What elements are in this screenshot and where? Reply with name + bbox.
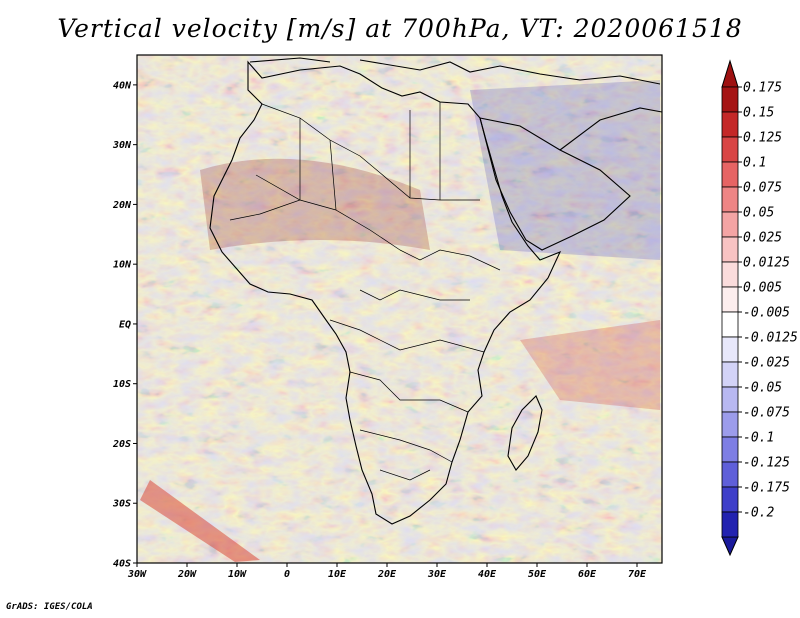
plot-frame [136,54,663,564]
colorbar-min-arrow [721,536,739,557]
colorbar-label: -0.05 [743,381,782,396]
colorbar-label: 0.0125 [743,256,790,271]
grads-credit: GrADS: IGES/COLA [6,602,93,612]
lat-tick-label: 30N [112,140,132,151]
colorbar-swatch [721,236,739,263]
colorbar-label: 0.125 [743,131,782,146]
colorbar-label: 0.175 [743,81,782,96]
colorbar-label: 0.15 [743,106,774,121]
arabia-coastline [479,117,631,251]
lat-tick-label: EQ [119,319,131,330]
lat-tick-label: 20S [112,439,131,450]
colorbar-label: -0.0125 [743,331,798,346]
colorbar-swatch [721,486,739,513]
lon-tick-label: 30E [427,569,447,580]
colorbar-label: 0.1 [743,156,766,171]
lon-tick-label: 0 [284,569,290,580]
lon-tick-label: 50E [528,569,547,580]
lat-tick-label: 30S [112,499,131,510]
colorbar-label: -0.005 [743,306,790,321]
longitude-axis: 30W 20W 10W 0 10E 20E 30E 40E 50E 60E 70E [127,563,647,580]
colorbar-swatch [721,261,739,288]
lat-tick-label: 10N [113,260,132,271]
africa-coastline [209,60,562,525]
colorbar-swatch [721,136,739,163]
lon-tick-label: 70E [628,569,647,580]
lat-tick-label: 20N [112,200,132,211]
lon-tick-label: 10E [328,569,347,580]
colorbar-swatch [721,361,739,388]
colorbar-swatch [721,86,739,113]
colorbar-label: -0.125 [743,456,790,471]
lat-tick-label: 40N [113,80,132,91]
colorbar-swatch [721,411,739,438]
colorbar-label: -0.2 [743,506,774,521]
map-title: Vertical velocity [m/s] at 700hPa, VT: 2… [57,14,743,43]
colorbar-swatch [721,336,739,363]
lon-tick-label: 20E [377,569,397,580]
colorbar-swatch [721,161,739,188]
colorbar-label: 0.075 [743,181,782,196]
colorbar-swatch [721,211,739,238]
colorbar-max-arrow [721,59,739,88]
colorbar-label: -0.075 [743,406,790,421]
colorbar-swatch [721,436,739,463]
national-borders [229,102,501,481]
colorbar-label: 0.005 [743,281,782,296]
colorbar-swatch [721,461,739,488]
colorbar-label: -0.025 [743,356,790,371]
colorbar-label: -0.1 [743,431,774,446]
vertical-velocity-field [137,55,662,563]
coastlines [209,57,662,525]
colorbar-swatch [721,386,739,413]
colorbar-label: -0.175 [743,481,790,496]
lon-tick-label: 20W [177,569,197,580]
colorbar-swatch [721,511,739,538]
europe-asia-coastline [249,57,662,151]
madagascar-coastline [507,395,543,471]
lon-tick-label: 10W [228,569,247,580]
colorbar-swatch [721,186,739,213]
colorbar-swatch [721,111,739,138]
colorbar: 0.175 0.15 0.125 0.1 0.075 0.05 0.025 0.0125 0.0… [721,59,798,557]
lat-tick-label: 40S [113,559,131,570]
lon-tick-label: 30W [127,569,147,580]
latitude-axis: 40N 30N 20N 10N EQ 10S 20S 30S 40S [112,80,137,570]
colorbar-swatch [721,311,739,338]
lon-tick-label: 40E [478,569,497,580]
lon-tick-label: 60E [578,569,597,580]
colorbar-label: 0.025 [743,231,782,246]
colorbar-swatch [721,286,739,313]
colorbar-label: 0.05 [743,206,774,221]
lat-tick-label: 10S [113,379,131,390]
